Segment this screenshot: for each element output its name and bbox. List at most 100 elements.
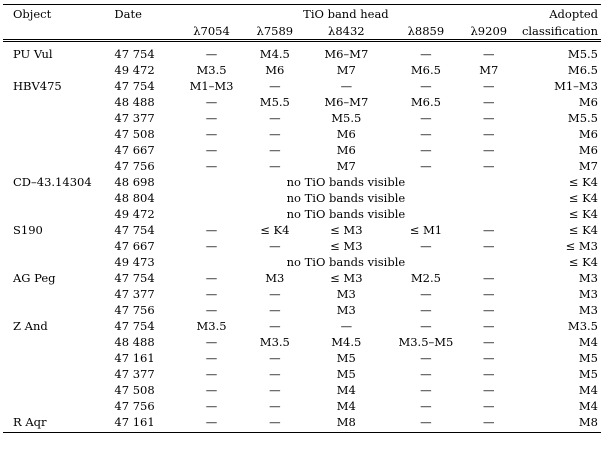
adopted-cell: M4 (578, 399, 598, 413)
adopted-cell: ≤ K4 (568, 223, 598, 237)
adopted-cell: M8 (513, 414, 601, 433)
object-cell: PU Vul (13, 47, 53, 61)
band-cell: — (269, 111, 281, 125)
date-cell: 47 161 (110, 414, 179, 433)
date-cell: 47 667 (114, 143, 155, 157)
band-cell: M3.5–M5 (398, 335, 454, 349)
note-cell: no TiO bands visible (286, 191, 406, 205)
table-row: 47 756 — — M3 — — M3 (3, 302, 601, 318)
band-cell: M8 (304, 414, 388, 433)
band-cell: — (483, 383, 495, 397)
object-cell (3, 206, 110, 222)
band-cell: — (340, 319, 353, 333)
table-row: S190 47 754 — ≤ K4 ≤ M3 ≤ M1 — ≤ K4 (3, 222, 601, 238)
table-row: 47 161 — — M5 — — M5 (3, 350, 601, 366)
band-cell: M6–M7 (324, 47, 369, 61)
table-body: PU Vul 47 754— M4.5 M6–M7— — M5.5 49 472 M3.5 M6… (3, 41, 601, 433)
date-cell: 47 754 (114, 319, 155, 333)
date-cell: 47 508 (114, 383, 155, 397)
band-cell: M6.5 (410, 63, 441, 77)
band-cell: — (178, 414, 245, 433)
band-cell: — (483, 319, 495, 333)
note-cell: no TiO bands visible (286, 207, 406, 221)
header-adopted: Adopted (513, 4, 601, 22)
date-cell: 49 473 (114, 255, 155, 269)
band-cell: — (244, 414, 305, 433)
header-band-8859: λ8859 (387, 22, 465, 42)
band-cell: — (340, 79, 353, 93)
band-cell: — (205, 159, 218, 173)
date-cell: 48 488 (114, 95, 155, 109)
object-cell (3, 350, 110, 366)
band-cell: — (205, 95, 218, 109)
band-cell: — (483, 351, 495, 365)
date-cell: 47 667 (114, 239, 155, 253)
band-cell: — (205, 383, 218, 397)
band-cell: — (483, 159, 495, 173)
object-cell (3, 94, 110, 110)
table-row: R Aqr 47 161— — M8— — M8 (3, 414, 601, 433)
band-cell: M3.5 (259, 335, 290, 349)
date-cell: 47 756 (114, 399, 155, 413)
band-cell: — (269, 79, 281, 93)
object-cell (3, 302, 110, 318)
date-cell: 48 804 (114, 191, 155, 205)
adopted-cell: ≤ K4 (568, 175, 598, 189)
adopted-cell: ≤ K4 (568, 191, 598, 205)
table-row: 48 804 no TiO bands visible ≤ K4 (3, 190, 601, 206)
band-cell: M3.5 (196, 319, 227, 333)
date-cell: 48 698 (114, 175, 155, 189)
adopted-cell: ≤ M3 (565, 239, 598, 253)
header-row-2: λ7054 λ7589 λ8432 λ8859 λ9209 classifica… (3, 22, 601, 42)
table-row: AG Peg 47 754 — M3 ≤ M3 M2.5 — M3 (3, 270, 601, 286)
adopted-cell: M6 (578, 95, 598, 109)
band-cell: — (420, 319, 432, 333)
band-cell: — (205, 223, 218, 237)
band-cell: — (205, 367, 218, 381)
object-cell: S190 (13, 223, 43, 237)
band-cell: — (205, 335, 218, 349)
adopted-cell: M3 (578, 287, 598, 301)
band-cell: — (420, 367, 432, 381)
date-cell: 47 508 (114, 127, 155, 141)
band-cell: — (420, 111, 432, 125)
band-cell: — (483, 111, 495, 125)
date-cell: 47 756 (114, 159, 155, 173)
band-cell: — (269, 127, 281, 141)
band-cell: — (483, 271, 495, 285)
band-cell: — (205, 271, 218, 285)
band-cell: M4.5 (331, 335, 362, 349)
object-cell: Z And (13, 319, 48, 333)
object-cell (3, 286, 110, 302)
header-band-group: TiO band head (178, 4, 514, 22)
band-cell: M7 (336, 159, 356, 173)
band-cell: M1–M3 (189, 79, 234, 93)
band-cell: — (387, 414, 465, 433)
date-cell: 47 377 (114, 287, 155, 301)
object-cell (3, 382, 110, 398)
band-cell: — (205, 239, 218, 253)
band-cell: — (483, 335, 495, 349)
table-row: 49 472 M3.5 M6 M7 M6.5 M7 M6.5 (3, 62, 601, 78)
band-cell: M6.5 (410, 95, 441, 109)
band-cell: — (269, 367, 281, 381)
band-cell: — (483, 399, 495, 413)
adopted-cell: M5.5 (567, 111, 598, 125)
band-cell: — (483, 143, 495, 157)
adopted-cell: M3 (578, 271, 598, 285)
band-cell: M6 (336, 143, 356, 157)
band-cell: — (420, 303, 432, 317)
date-cell: 49 472 (114, 207, 155, 221)
date-cell: 47 377 (114, 111, 155, 125)
band-cell: M6 (336, 127, 356, 141)
band-cell: M4 (336, 383, 356, 397)
band-cell: — (205, 399, 218, 413)
band-cell: — (269, 287, 281, 301)
band-cell: — (205, 143, 218, 157)
band-cell: — (420, 287, 432, 301)
object-cell (3, 366, 110, 382)
band-cell: — (205, 287, 218, 301)
header-classification: classification (513, 22, 601, 42)
table-row: 47 377 — — M5 — — M5 (3, 366, 601, 382)
adopted-cell: ≤ K4 (568, 207, 598, 221)
